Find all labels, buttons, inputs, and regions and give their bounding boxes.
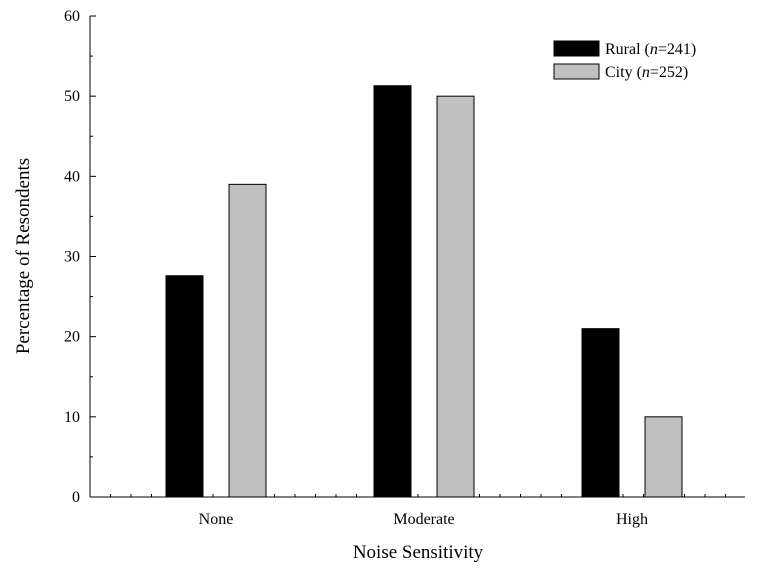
- x-tick-label: High: [616, 511, 648, 528]
- bar-city-high: [644, 416, 683, 498]
- y-axis-ticks: 0 10 20 30 40 50 60: [64, 8, 96, 506]
- x-axis-title: Noise Sensitivity: [353, 542, 484, 563]
- y-tick-label: 0: [72, 489, 80, 506]
- y-axis-title: Percentage of Resondents: [13, 158, 34, 354]
- y-tick-label: 30: [64, 249, 80, 266]
- bars: [165, 85, 683, 498]
- legend-label-city: City (n=252): [605, 64, 688, 81]
- y-tick-label: 20: [64, 329, 80, 346]
- bar-city-moderate: [436, 95, 475, 498]
- legend-swatch-city: [553, 63, 600, 80]
- y-tick-label: 50: [64, 88, 80, 105]
- x-tick-label: Moderate: [393, 511, 454, 528]
- bar-rural-none: [165, 275, 204, 498]
- legend-label-rural: Rural (n=241): [605, 41, 696, 58]
- bar-rural-moderate: [373, 85, 412, 498]
- y-tick-label: 10: [64, 409, 80, 426]
- legend-swatch-rural: [553, 40, 600, 57]
- y-tick-label: 40: [64, 168, 80, 185]
- x-axis-ticks: None Moderate High: [110, 494, 726, 528]
- y-tick-label: 60: [64, 8, 80, 25]
- bar-city-none: [228, 183, 267, 498]
- legend: Rural (n=241) City (n=252): [553, 40, 696, 81]
- bar-rural-high: [581, 328, 620, 498]
- x-tick-label: None: [199, 511, 234, 528]
